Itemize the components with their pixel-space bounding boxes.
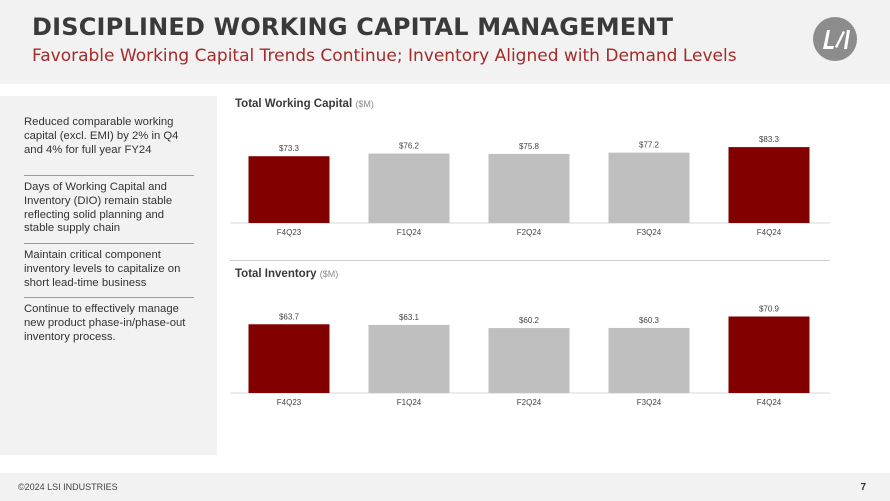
working-capital-value-label: $77.2 [639, 141, 660, 150]
inventory-title-text: Total Inventory [235, 268, 317, 280]
inventory-category-label: F4Q23 [277, 398, 302, 407]
key-point-1: Reduced comparable working capital (excl… [24, 116, 179, 156]
inventory-unit: ($M) [319, 269, 339, 279]
page-subtitle: Favorable Working Capital Trends Continu… [32, 46, 737, 66]
inventory-category-label: F3Q24 [637, 398, 662, 407]
inventory-bar-f2q24 [488, 328, 570, 393]
key-point-3: Maintain critical component inventory le… [24, 249, 181, 289]
inventory-bar-f4q24 [728, 316, 810, 393]
working-capital-unit: ($M) [355, 99, 374, 109]
inventory-category-label: F1Q24 [397, 398, 422, 407]
working-capital-bar-f2q24 [488, 153, 570, 223]
working-capital-category-label: F1Q24 [397, 228, 422, 237]
working-capital-bar-f4q24 [728, 147, 810, 223]
inventory-category-label: F4Q24 [757, 398, 782, 407]
inventory-bar-f1q24 [368, 324, 450, 393]
footer: ©2024 LSI INDUSTRIES 7 [0, 473, 890, 501]
key-point-2: Days of Working Capital and Inventory (D… [24, 181, 173, 235]
chart-divider [230, 260, 830, 261]
inventory-value-label: $60.3 [639, 316, 660, 325]
key-points-panel: Reduced comparable working capital (excl… [0, 96, 217, 455]
inventory-chart-title: Total Inventory ($M) [235, 268, 338, 280]
working-capital-bar-f3q24 [608, 152, 690, 223]
inventory-value-label: $63.1 [399, 313, 420, 322]
working-capital-chart: $73.3 F4Q23 $76.2 F1Q24 $75.8 F2Q24 $77.2 F3Q24… [230, 135, 830, 237]
working-capital-category-label: F3Q24 [637, 228, 662, 237]
inventory-bar-f3q24 [608, 327, 690, 393]
inventory-chart: $63.7 F4Q23 $63.1 F1Q24 $60.2 F2Q24 $60.3 F3Q24… [230, 305, 830, 407]
lsi-logo [813, 17, 857, 61]
working-capital-category-label: F4Q23 [277, 228, 302, 237]
working-capital-title-text: Total Working Capital [235, 98, 353, 110]
working-capital-value-label: $73.3 [279, 144, 300, 153]
key-point-divider [24, 175, 194, 176]
inventory-category-label: F2Q24 [517, 398, 542, 407]
key-point-divider [24, 297, 194, 298]
key-point-divider [24, 243, 194, 244]
copyright-text: ©2024 LSI INDUSTRIES [18, 482, 118, 492]
working-capital-chart-title: Total Working Capital ($M) [235, 98, 374, 110]
key-point-4: Continue to effectively manage new produ… [24, 303, 186, 343]
working-capital-value-label: $76.2 [399, 142, 420, 151]
working-capital-value-label: $75.8 [519, 142, 540, 151]
inventory-bar-f4q23 [248, 324, 330, 393]
page-title: DISCIPLINED WORKING CAPITAL MANAGEMENT [32, 13, 674, 41]
page-number: 7 [860, 482, 866, 493]
working-capital-bar-f4q23 [248, 156, 330, 223]
working-capital-category-label: F2Q24 [517, 228, 542, 237]
inventory-value-label: $60.2 [519, 316, 540, 325]
working-capital-category-label: F4Q24 [757, 228, 782, 237]
working-capital-value-label: $83.3 [759, 135, 780, 144]
inventory-value-label: $63.7 [279, 312, 300, 321]
header-band: DISCIPLINED WORKING CAPITAL MANAGEMENT F… [0, 0, 890, 84]
inventory-value-label: $70.9 [759, 305, 780, 314]
working-capital-bar-f1q24 [368, 153, 450, 223]
